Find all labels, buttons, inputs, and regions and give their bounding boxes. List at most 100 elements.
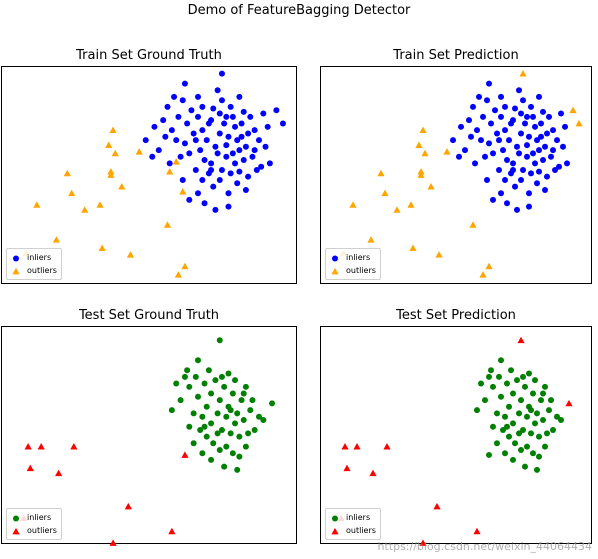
inliers-point (260, 417, 267, 424)
inliers-point (238, 120, 245, 127)
inliers-point (236, 433, 243, 440)
panel-title: Test Set Ground Truth (78, 308, 220, 323)
inliers-point (558, 110, 564, 117)
inliers-point (510, 160, 516, 167)
inliers-point (223, 413, 230, 420)
inliers-point (560, 143, 566, 150)
inliers-point (508, 120, 514, 127)
inliers-point (232, 160, 239, 167)
legend-marker (332, 515, 338, 521)
inliers-point (232, 420, 239, 427)
inliers-point (229, 113, 236, 120)
inliers-point (229, 150, 236, 157)
inliers-point (512, 105, 518, 112)
inliers-point (227, 430, 234, 437)
legend-marker (331, 527, 339, 534)
inliers-point (203, 137, 210, 144)
inliers-point (173, 380, 180, 387)
outliers-point (33, 201, 41, 208)
inliers-point (498, 113, 504, 120)
outliers-point (174, 271, 182, 278)
inliers-point (212, 377, 219, 384)
inliers-point (225, 203, 232, 210)
inliers-point (488, 120, 494, 127)
outliers-point (81, 206, 89, 213)
inliers-point (504, 200, 510, 207)
inliers-point (534, 180, 540, 187)
inliers-point (269, 400, 276, 407)
panel-test-ground-truth: Test Set Ground Truth inliers outliers (0, 300, 298, 550)
panel-title: Train Set Ground Truth (76, 48, 222, 63)
inliers-point (160, 117, 167, 124)
outliers-point (409, 244, 417, 251)
circle-marker-icon (332, 255, 338, 261)
inliers-point (506, 433, 512, 440)
inliers-point (247, 407, 254, 414)
outliers-point (105, 141, 113, 148)
inliers-point (242, 443, 249, 450)
inliers-point (498, 393, 504, 400)
outliers-point (433, 502, 441, 510)
outliers-point (519, 70, 527, 77)
outliers-point (419, 539, 427, 546)
legend: inliers outliers (6, 508, 62, 540)
figure-title: Demo of FeatureBagging Detector (187, 3, 411, 18)
inliers-point (542, 383, 548, 390)
inliers-point (538, 120, 544, 127)
circle-marker-icon (13, 515, 19, 521)
inliers-point (264, 123, 271, 130)
inliers-point (216, 337, 223, 344)
plot-frame (1, 66, 297, 284)
inliers-point (530, 390, 536, 397)
outliers-point (415, 141, 423, 148)
inliers-point (171, 93, 178, 100)
outliers-point (369, 469, 377, 477)
outliers-point (163, 221, 172, 228)
inliers-point (512, 440, 518, 447)
inliers-point (216, 176, 223, 183)
inliers-point (208, 390, 215, 397)
inliers-point (526, 203, 532, 210)
outliers-point (179, 188, 187, 195)
inliers-point (234, 410, 241, 417)
inliers-point (195, 393, 201, 400)
inliers-point (494, 410, 500, 417)
inliers-point (536, 93, 542, 100)
inliers-point (522, 383, 528, 390)
outliers-point (349, 201, 357, 208)
inliers-point (225, 133, 232, 140)
outliers-point (26, 464, 34, 472)
triangle-marker-icon (12, 527, 20, 534)
outliers-point (367, 236, 375, 243)
inliers-point (201, 380, 208, 387)
inliers-point (518, 397, 524, 404)
inliers-point (238, 133, 245, 140)
inliers-point (518, 130, 524, 137)
inliers-point (151, 123, 158, 130)
plot-frame (320, 66, 592, 284)
inliers-point (536, 147, 542, 154)
inliers-point (480, 113, 486, 120)
inliers-point (524, 142, 530, 149)
inliers-point (208, 160, 215, 167)
inliers-point (218, 97, 225, 104)
inliers-point (528, 170, 534, 177)
inliers-point (476, 93, 482, 100)
inliers-point (502, 413, 508, 420)
inliers-point (520, 373, 526, 380)
outliers-point (353, 443, 361, 450)
inliers-point (214, 430, 221, 437)
inliers-point (520, 427, 526, 434)
inliers-point (273, 107, 280, 114)
inliers-point (556, 163, 562, 170)
inliers-point (532, 123, 538, 130)
inliers-point (502, 127, 508, 134)
inliers-point (236, 453, 243, 460)
scatter-plot (22, 70, 286, 278)
inliers-point (195, 113, 201, 120)
inliers-point (240, 157, 247, 164)
inliers-point (486, 373, 492, 380)
legend-marker (332, 255, 338, 261)
inliers-point (177, 397, 184, 404)
plot-frame (1, 326, 297, 546)
